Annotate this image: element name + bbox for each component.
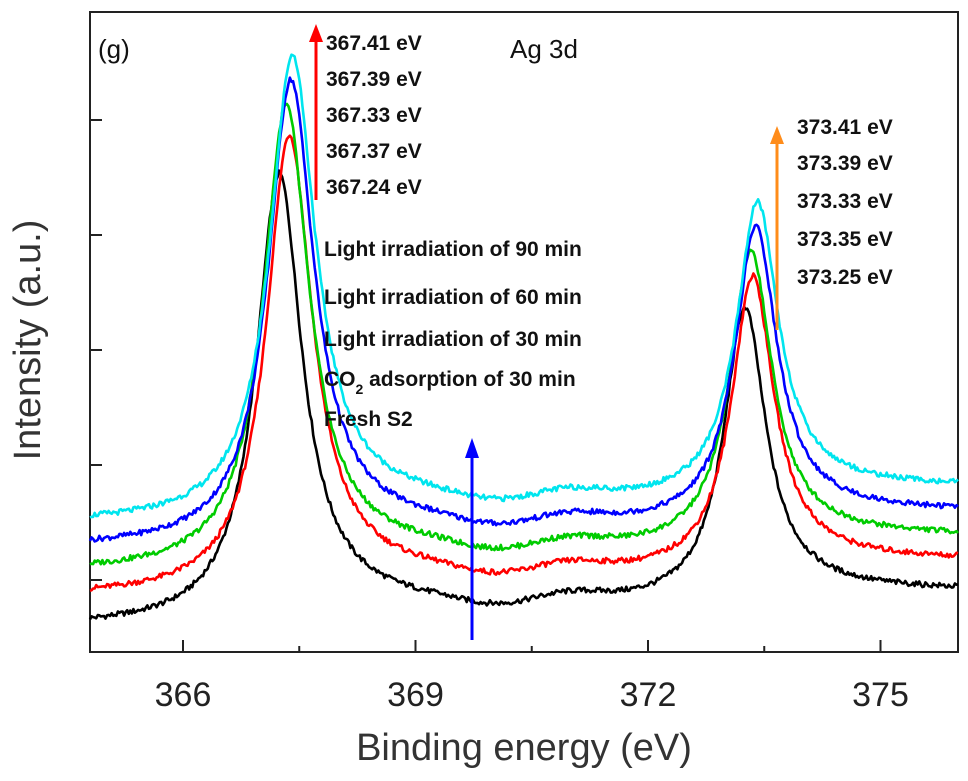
x-axis-title: Binding energy (eV) [356, 727, 692, 769]
x-tick-label-369: 369 [387, 676, 444, 714]
x-ticks: 366 369 372 375 [155, 640, 909, 714]
legend-item-co2: CO2 adsorption of 30 min [324, 368, 576, 397]
peak-label-3d32-30min: 373.33 eV [797, 190, 893, 213]
y-axis-title: Intensity (a.u.) [7, 220, 49, 461]
peak-label-3d52-co2: 367.37 eV [326, 140, 422, 163]
peak-labels-3d52: 367.41 eV 367.39 eV 367.33 eV 367.37 eV … [326, 32, 422, 199]
peak-label-3d52-fresh: 367.24 eV [326, 176, 422, 199]
x-tick-label-375: 375 [852, 676, 909, 714]
legend: Light irradiation of 90 min Light irradi… [324, 238, 582, 431]
peak-label-3d52-30min: 367.33 eV [326, 104, 422, 127]
peak-label-3d32-90min: 373.41 eV [797, 116, 893, 139]
legend-item-30min: Light irradiation of 30 min [324, 328, 582, 351]
x-tick-label-366: 366 [155, 676, 212, 714]
x-tick-label-372: 372 [620, 676, 677, 714]
peak-label-3d32-60min: 373.39 eV [797, 152, 893, 175]
plot-frame [89, 11, 959, 653]
red-shift-arrow [309, 24, 323, 200]
series-line-4 [89, 53, 959, 519]
element-label: Ag 3d [510, 34, 578, 64]
blue-increase-arrow [465, 438, 479, 640]
legend-item-90min: Light irradiation of 90 min [324, 238, 582, 261]
series-line-3 [88, 76, 959, 543]
orange-shift-arrow [770, 126, 784, 330]
y-ticks [90, 119, 102, 581]
peak-label-3d32-co2: 373.35 eV [797, 228, 893, 251]
peak-label-3d52-60min: 367.39 eV [326, 68, 422, 91]
legend-item-60min: Light irradiation of 60 min [324, 286, 582, 309]
peak-label-3d32-fresh: 373.25 eV [797, 266, 893, 289]
series-line-2 [89, 102, 959, 566]
peak-label-3d52-90min: 367.41 eV [326, 32, 422, 55]
series-line-1 [89, 134, 959, 592]
legend-item-fresh: Fresh S2 [324, 408, 413, 431]
panel-label: (g) [98, 34, 130, 64]
peak-labels-3d32: 373.41 eV 373.39 eV 373.33 eV 373.35 eV … [797, 116, 893, 289]
series-layer [88, 53, 959, 621]
